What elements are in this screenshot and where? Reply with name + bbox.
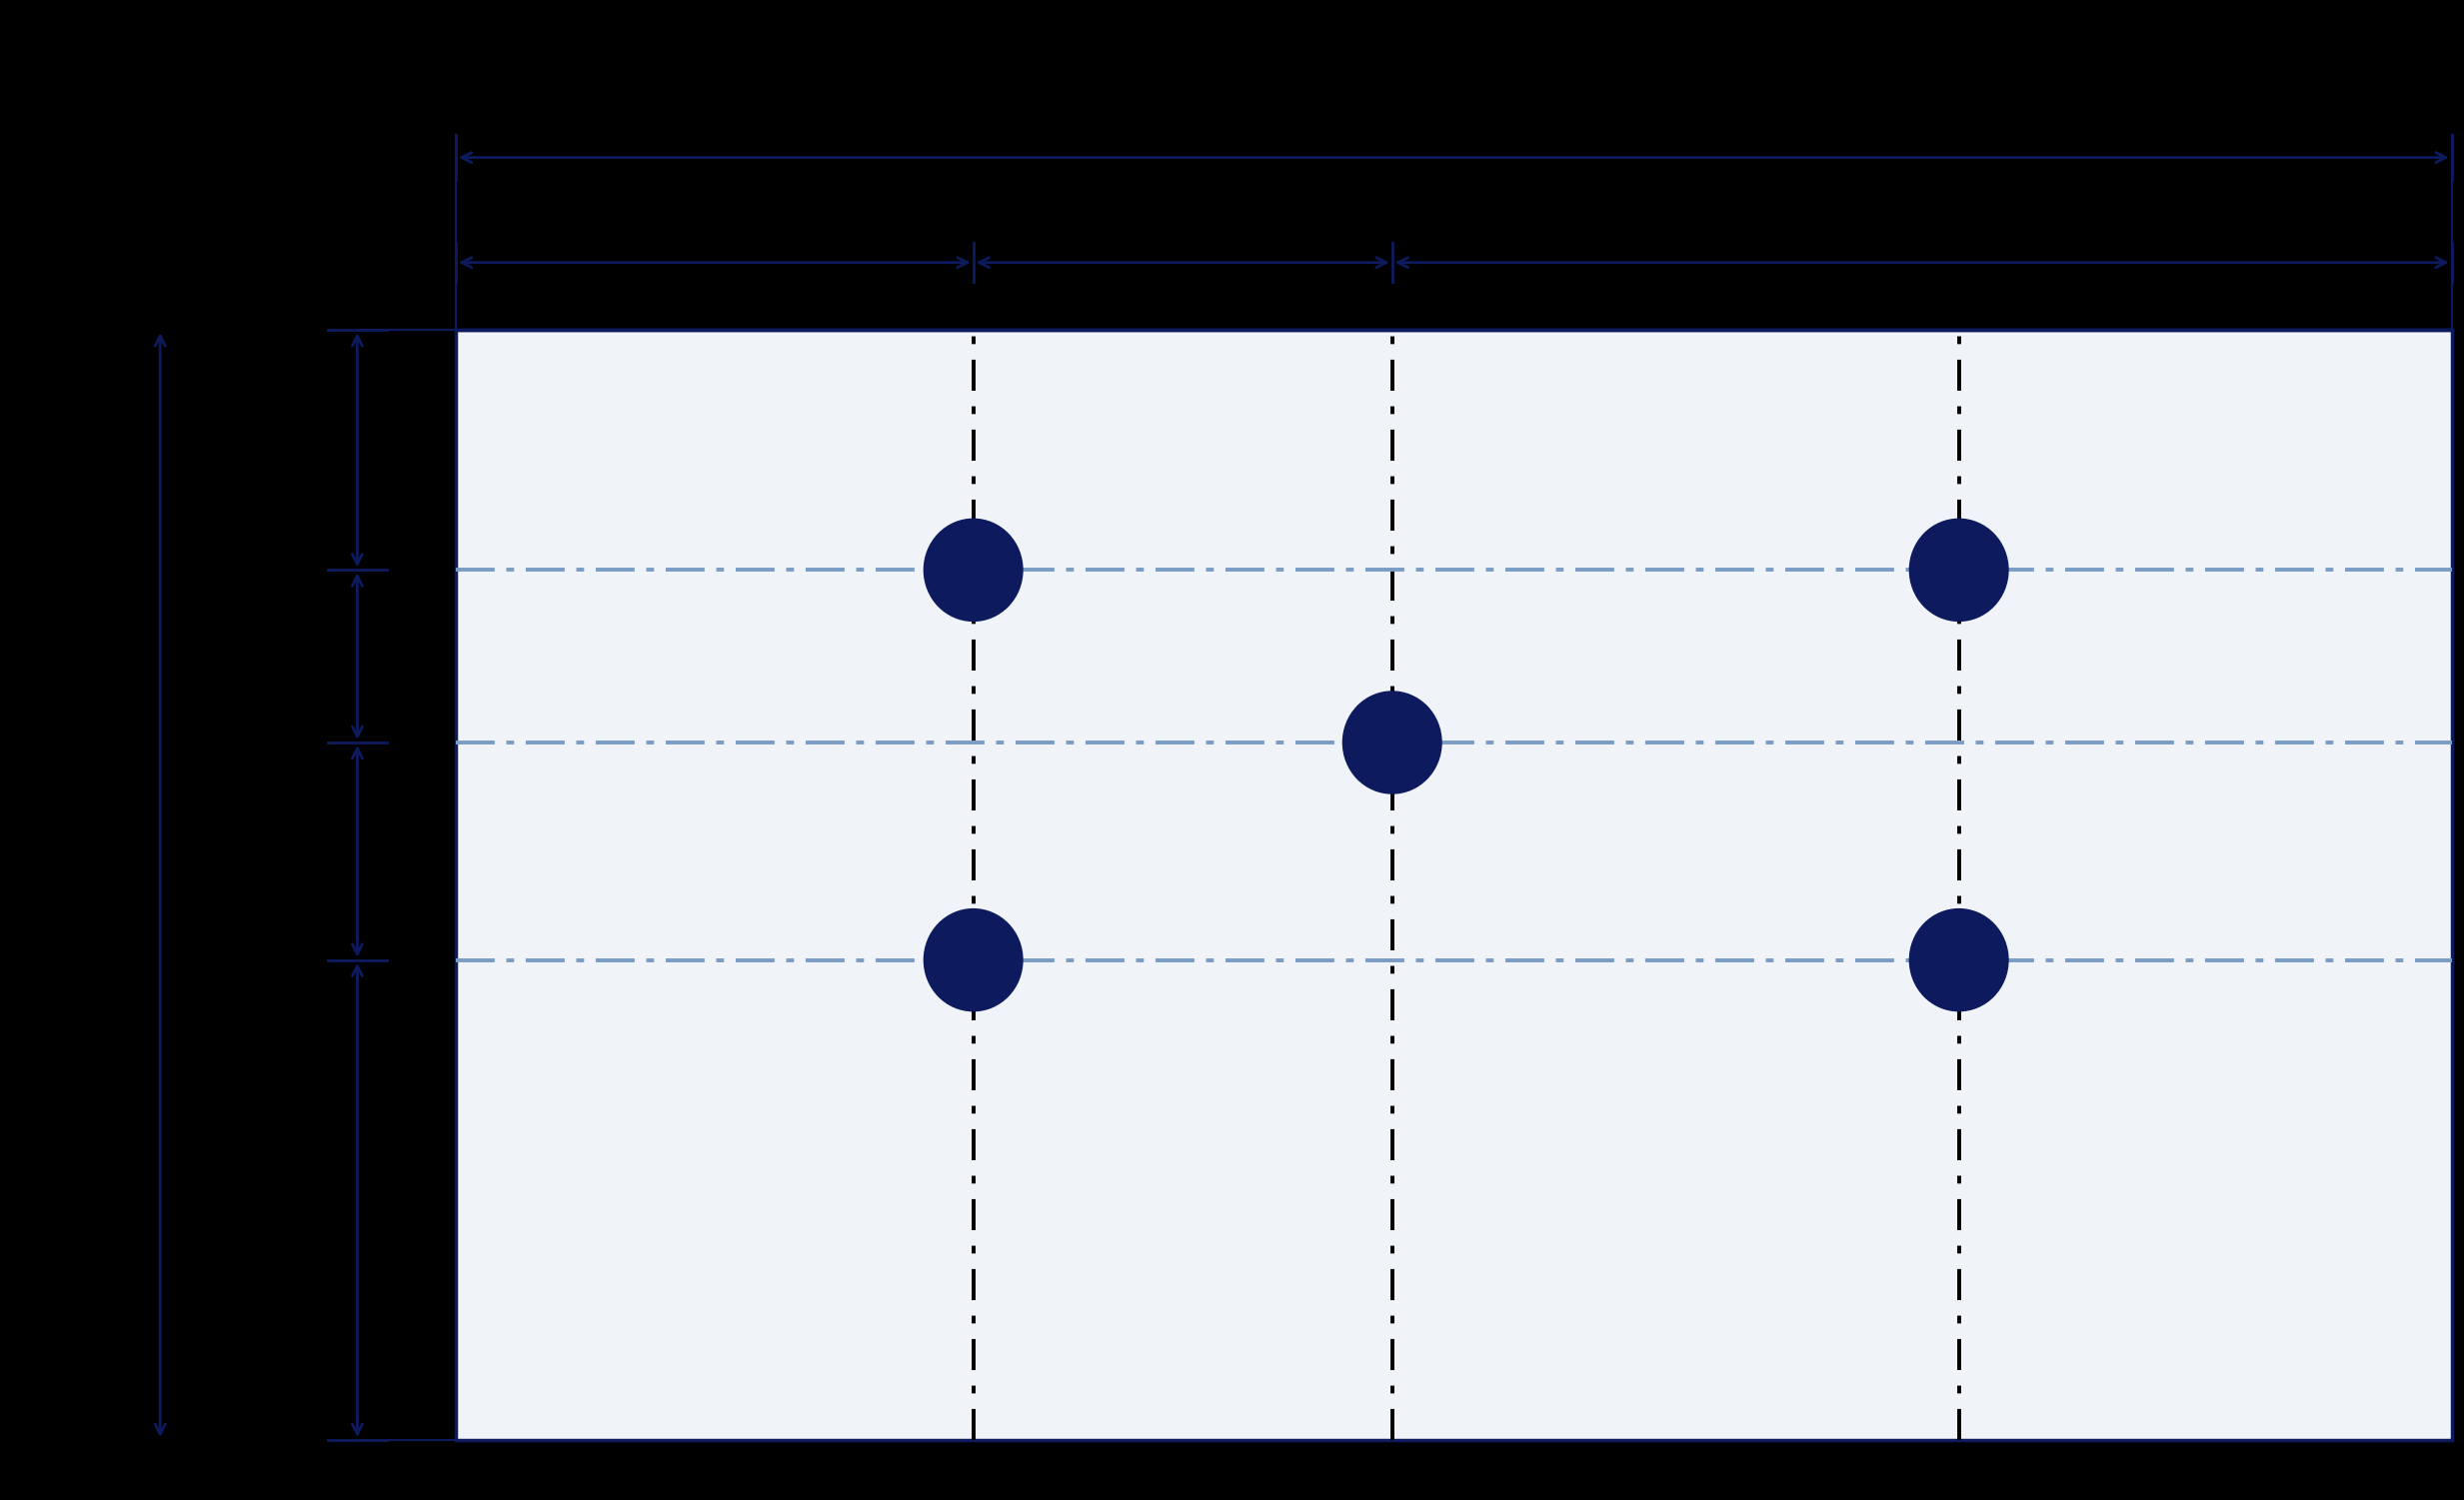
Ellipse shape — [924, 909, 1023, 1011]
Bar — [456, 330, 2452, 1440]
Ellipse shape — [924, 519, 1023, 621]
Ellipse shape — [1343, 692, 1441, 794]
Ellipse shape — [1910, 519, 2008, 621]
Ellipse shape — [1910, 909, 2008, 1011]
